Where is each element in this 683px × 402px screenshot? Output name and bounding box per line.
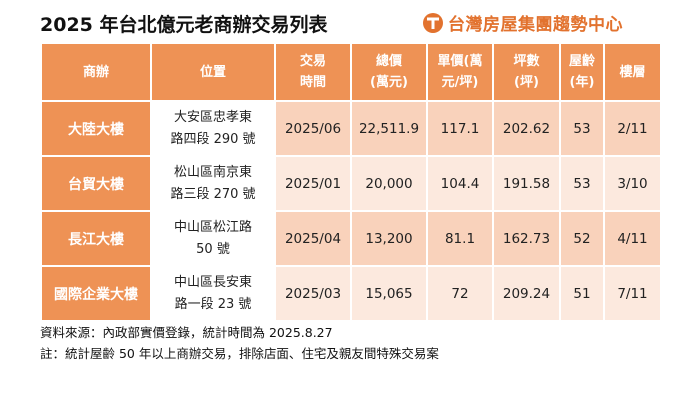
- transaction-date: 2025/06: [274, 100, 352, 157]
- header-date: 交易 時間: [274, 42, 352, 102]
- area: 202.62: [492, 100, 561, 157]
- brand: 台灣房屋集團趨勢中心: [422, 10, 623, 35]
- unit-price: 81.1: [426, 210, 494, 267]
- total-price: 22,511.9: [350, 100, 428, 157]
- building-name: 長江大樓: [40, 210, 152, 267]
- header-location: 位置: [150, 42, 276, 102]
- table-header-row: 商辦 位置 交易 時間 總價 (萬元) 單價(萬 元/坪) 坪數 (坪) 屋齡 (年) 樓…: [40, 42, 662, 102]
- transaction-table: 商辦 位置 交易 時間 總價 (萬元) 單價(萬 元/坪) 坪數 (坪) 屋齡 (年) 樓…: [40, 42, 662, 322]
- page-title: 2025 年台北億元老商辦交易列表: [40, 14, 328, 36]
- floor: 4/11: [603, 210, 662, 267]
- source-note: 資料來源：內政部實價登錄，統計時間為 2025.8.27: [40, 325, 333, 340]
- building-name: 台貿大樓: [40, 155, 152, 212]
- building-location: 松山區南京東 路三段 270 號: [150, 155, 276, 212]
- unit-price: 72: [426, 265, 494, 322]
- building-location: 大安區忠孝東 路四段 290 號: [150, 100, 276, 157]
- total-price: 13,200: [350, 210, 428, 267]
- building-location: 中山區長安東 路一段 23 號: [150, 265, 276, 322]
- header-total-price: 總價 (萬元): [350, 42, 428, 102]
- table-row: 大陸大樓 大安區忠孝東 路四段 290 號 2025/06 22,511.9 11…: [40, 100, 662, 157]
- unit-price: 104.4: [426, 155, 494, 212]
- brand-name: 台灣房屋集團趨勢中心: [448, 15, 623, 35]
- building-age: 52: [559, 210, 605, 267]
- building-age: 53: [559, 100, 605, 157]
- unit-price: 117.1: [426, 100, 494, 157]
- header-unit-price: 單價(萬 元/坪): [426, 42, 494, 102]
- floor: 2/11: [603, 100, 662, 157]
- floor: 7/11: [603, 265, 662, 322]
- table-row: 長江大樓 中山區松江路 50 號 2025/04 13,200 81.1 162.…: [40, 210, 662, 267]
- header-area: 坪數 (坪): [492, 42, 561, 102]
- transaction-date: 2025/03: [274, 265, 352, 322]
- remark-note: 註：統計屋齡 50 年以上商辦交易，排除店面、住宅及親友間特殊交易案: [40, 346, 439, 361]
- table-row: 台貿大樓 松山區南京東 路三段 270 號 2025/01 20,000 104.…: [40, 155, 662, 212]
- footnotes: 資料來源：內政部實價登錄，統計時間為 2025.8.27 註：統計屋齡 50 年…: [40, 322, 439, 364]
- building-name: 大陸大樓: [40, 100, 152, 157]
- building-name: 國際企業大樓: [40, 265, 152, 322]
- area: 162.73: [492, 210, 561, 267]
- header-age: 屋齡 (年): [559, 42, 605, 102]
- area: 209.24: [492, 265, 561, 322]
- floor: 3/10: [603, 155, 662, 212]
- header-building: 商辦: [40, 42, 152, 102]
- transaction-date: 2025/01: [274, 155, 352, 212]
- total-price: 15,065: [350, 265, 428, 322]
- building-age: 53: [559, 155, 605, 212]
- building-location: 中山區松江路 50 號: [150, 210, 276, 267]
- header-floor: 樓層: [603, 42, 662, 102]
- total-price: 20,000: [350, 155, 428, 212]
- transaction-date: 2025/04: [274, 210, 352, 267]
- table-row: 國際企業大樓 中山區長安東 路一段 23 號 2025/03 15,065 72 …: [40, 265, 662, 322]
- building-age: 51: [559, 265, 605, 322]
- area: 191.58: [492, 155, 561, 212]
- brand-logo-icon: [423, 12, 443, 33]
